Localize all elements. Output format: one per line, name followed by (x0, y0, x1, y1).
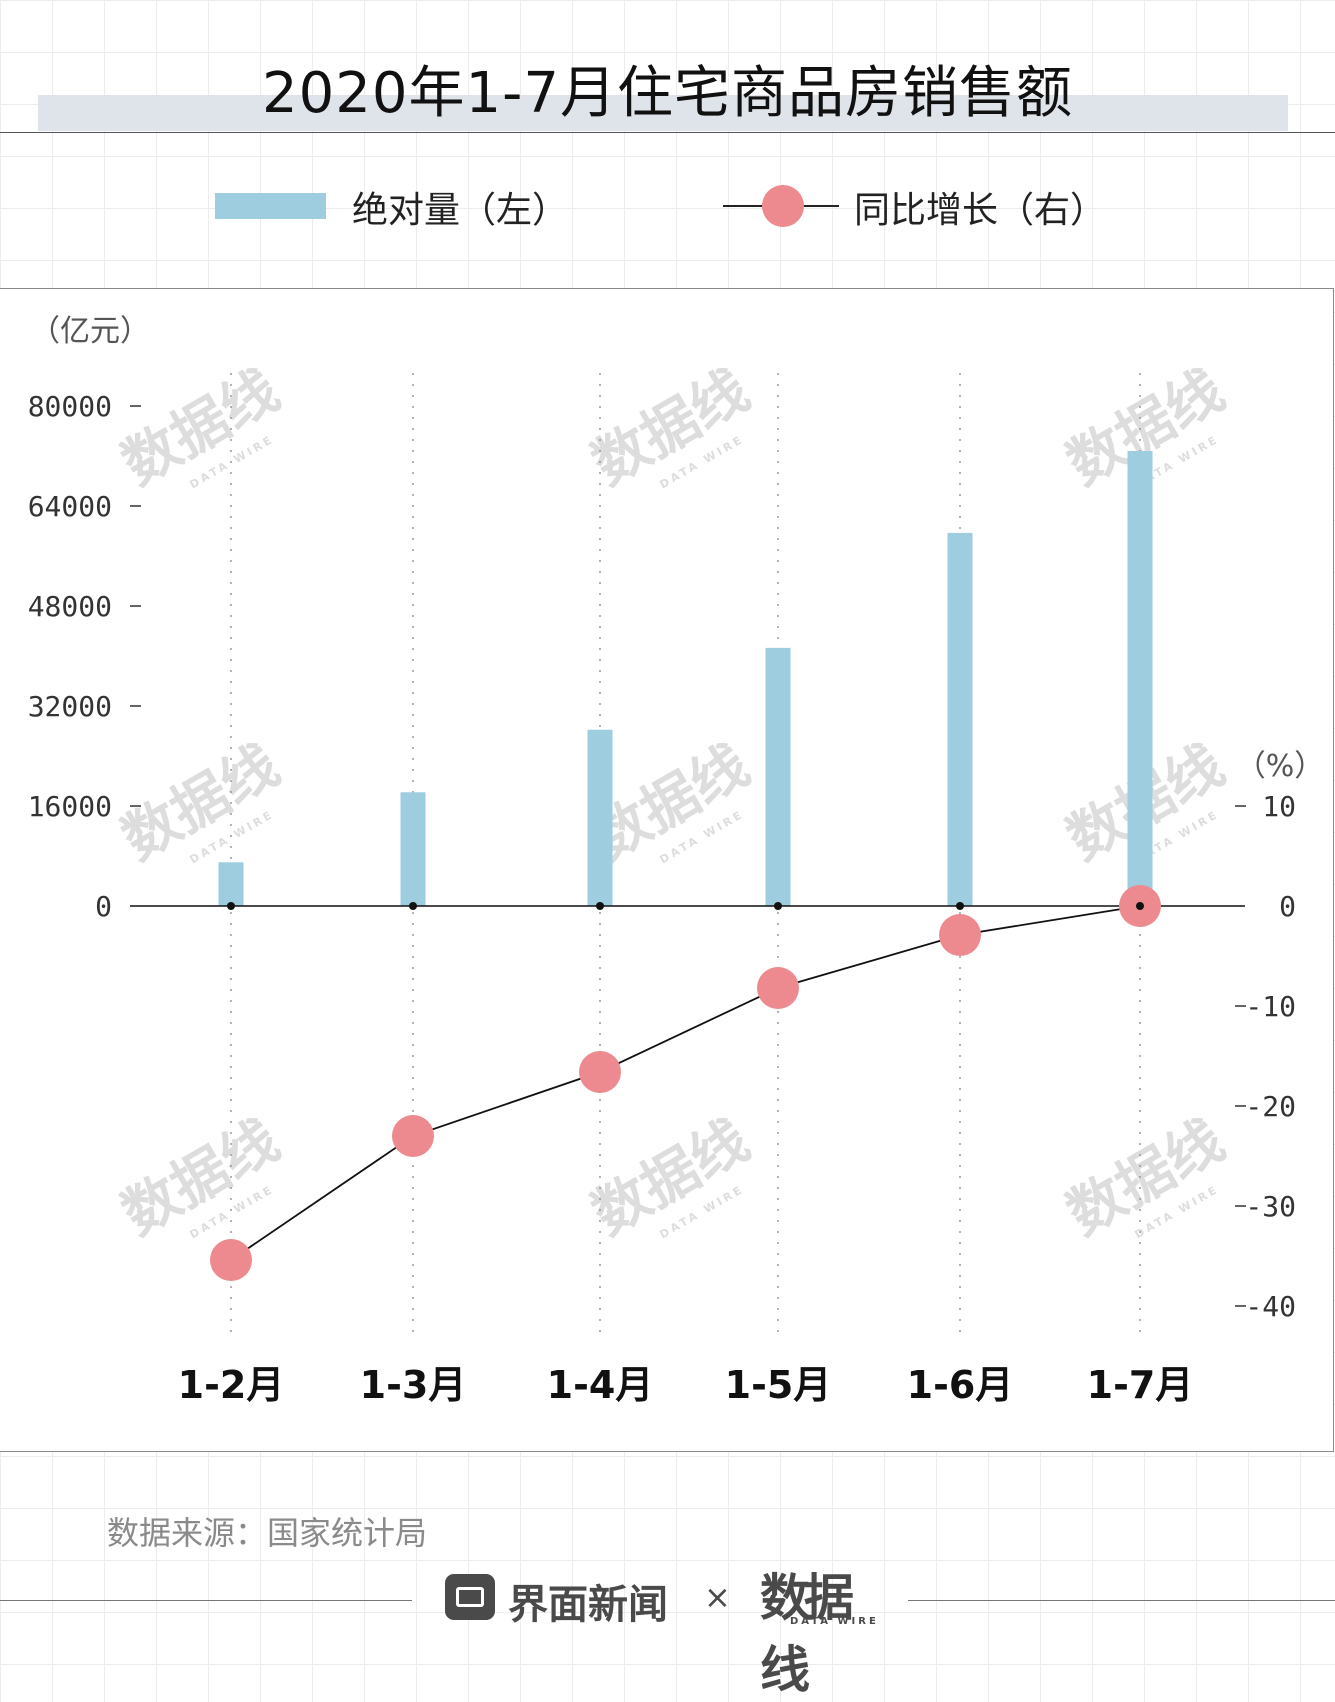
right-axis-tick-label: 10 (1262, 790, 1296, 823)
right-axis-tick-label: -20 (1245, 1090, 1296, 1123)
growth-line (230, 905, 1141, 1261)
category-zero-marker (409, 902, 417, 910)
right-axis-tick-label: -40 (1245, 1290, 1296, 1323)
x-tick-label: 1-2月 (178, 1363, 285, 1407)
right-axis-tick-label: 0 (1279, 890, 1296, 923)
datawire-logo-subtext: DATA WIRE (790, 1616, 879, 1627)
footer-rule-right (908, 1600, 1335, 1601)
category-zero-marker (227, 902, 235, 910)
x-tick-label: 1-4月 (547, 1363, 654, 1407)
right-axis-tick-label: -30 (1245, 1190, 1296, 1223)
right-axis-tick-label: -10 (1245, 990, 1296, 1023)
left-axis-tick-label: 64000 (28, 490, 112, 523)
datawire-logo-glyphs: 数据线 (760, 1569, 854, 1699)
brand-logo-icon (445, 1574, 495, 1620)
category-zero-marker (774, 902, 782, 910)
right-axis-unit-label: （%） (1236, 749, 1325, 784)
bar-1-3月 (400, 792, 426, 906)
growth-point-1-2月 (210, 1239, 252, 1281)
legend: 绝对量（左） 同比增长（右） (0, 176, 1335, 236)
category-zero-marker (596, 902, 604, 910)
legend-bar-swatch (215, 193, 326, 219)
footer-rule-left (0, 1600, 412, 1601)
chart-title: 2020年1-7月住宅商品房销售额 (262, 61, 1073, 126)
category-zero-marker (1136, 902, 1144, 910)
bar-1-6月 (947, 532, 973, 906)
left-axis-unit-label: （亿元） (30, 314, 150, 349)
bar-1-4月 (587, 729, 613, 906)
x-tick-label: 1-6月 (907, 1363, 1014, 1407)
left-axis-tick-label: 32000 (28, 690, 112, 723)
growth-point-1-4月 (579, 1051, 621, 1093)
source-note: 数据来源：国家统计局 (107, 1514, 428, 1552)
legend-line-label: 同比增长（右） (854, 190, 1107, 231)
x-tick-label: 1-3月 (360, 1363, 467, 1407)
brand-separator: × (704, 1578, 731, 1616)
left-axis-tick-label: 48000 (28, 590, 112, 623)
title-band (38, 95, 1288, 131)
left-axis-tick-label: 80000 (28, 390, 112, 423)
bar-1-7月 (1127, 451, 1153, 906)
category-zero-marker (956, 902, 964, 910)
growth-point-1-6月 (939, 914, 981, 956)
brand-logo-frame (456, 1587, 484, 1607)
x-tick-label: 1-7月 (1087, 1363, 1194, 1407)
brand-name: 界面新闻 (508, 1582, 668, 1628)
bar-1-5月 (765, 647, 791, 906)
bar-1-2月 (218, 862, 244, 906)
datawire-logo: 数据线 DATA WIRE (760, 1558, 890, 1699)
left-axis-tick-label: 0 (95, 890, 112, 923)
chart-panel: 数据线 DATA WIRE 数据线 DATA WIRE 数据线 DATA WIRE 数据线 D… (0, 288, 1334, 1452)
growth-point-1-3月 (392, 1115, 434, 1157)
left-axis-tick-label: 16000 (28, 790, 112, 823)
growth-point-1-5月 (757, 967, 799, 1009)
title-rule (0, 132, 1335, 133)
x-tick-label: 1-5月 (725, 1363, 832, 1407)
legend-dot-swatch (762, 185, 804, 227)
legend-bar-label: 绝对量（左） (352, 190, 569, 231)
